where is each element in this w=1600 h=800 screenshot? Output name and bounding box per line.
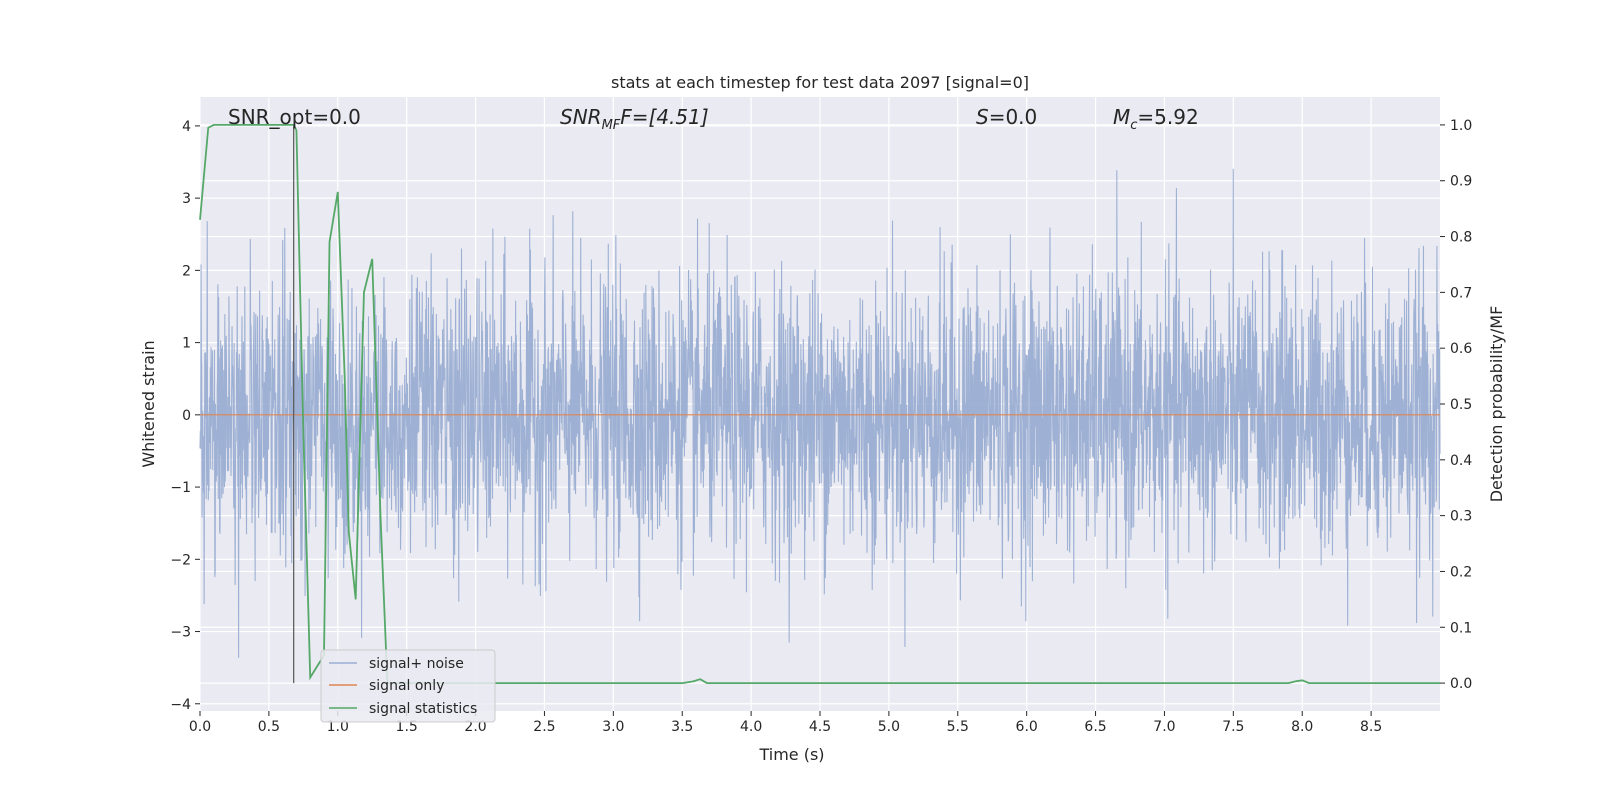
x-tick-label: 2.0 xyxy=(464,719,486,735)
x-tick-label: 4.0 xyxy=(740,719,762,735)
annotation-snr-mf-value: F=[4.51] xyxy=(620,105,708,129)
annotation-s: S=0.0 xyxy=(976,105,1037,129)
legend: signal+ noise signal only signal statist… xyxy=(320,649,496,723)
y-tick-label: −1 xyxy=(170,480,191,496)
y2-tick-label: 0.9 xyxy=(1450,174,1472,190)
y2-axis-label: Detection probability/MF xyxy=(1487,306,1506,503)
annotation-snr-opt: SNR_opt=0.0 xyxy=(228,105,361,129)
y2-tick-label: 0.6 xyxy=(1450,341,1472,357)
x-tick-label: 6.0 xyxy=(1016,719,1038,735)
y-tick-label: 1 xyxy=(182,336,191,352)
x-tick-label: 3.5 xyxy=(671,719,693,735)
y2-tick-label: 0.8 xyxy=(1450,230,1472,246)
x-tick-label: 0.5 xyxy=(258,719,280,735)
y2-tick-label: 0.2 xyxy=(1450,564,1472,580)
x-tick-label: 6.5 xyxy=(1084,719,1106,735)
x-tick-label: 2.5 xyxy=(533,719,555,735)
x-tick-label: 1.5 xyxy=(396,719,418,735)
annotation-snr-mf: SNRMFF=[4.51] xyxy=(560,105,709,133)
annotation-snr-mf-sub: MF xyxy=(602,118,621,133)
y-tick-label: −4 xyxy=(170,697,191,713)
x-tick-label: 8.0 xyxy=(1291,719,1313,735)
y2-tick-label: 0.3 xyxy=(1450,509,1472,525)
y-tick-label: 0 xyxy=(182,408,191,424)
annotation-mc-sub: c xyxy=(1130,118,1137,133)
annotation-mc-value: =5.92 xyxy=(1137,105,1198,129)
x-tick-label: 7.5 xyxy=(1222,719,1244,735)
y2-tick-label: 0.0 xyxy=(1450,676,1472,692)
chart-title: stats at each timestep for test data 209… xyxy=(611,73,1029,92)
y-tick-label: −2 xyxy=(170,552,191,568)
annotation-mc-main: M xyxy=(1113,105,1130,129)
x-tick-label: 0.0 xyxy=(189,719,211,735)
y-tick-label: 3 xyxy=(182,191,191,207)
legend-label-signal-only: signal only xyxy=(369,678,444,694)
y2-tick-label: 0.1 xyxy=(1450,620,1472,636)
y2-tick-label: 1.0 xyxy=(1450,118,1472,134)
annotation-snr-mf-main: SNR xyxy=(560,105,602,129)
annotation-s-value: =0.0 xyxy=(989,105,1038,129)
legend-box xyxy=(320,649,496,723)
y-tick-label: 4 xyxy=(182,119,191,135)
y-tick-label: 2 xyxy=(182,263,191,279)
annotation-s-main: S xyxy=(976,105,989,129)
x-tick-label: 1.0 xyxy=(327,719,349,735)
y2-tick-label: 0.5 xyxy=(1450,397,1472,413)
x-tick-label: 4.5 xyxy=(809,719,831,735)
y2-axis-ticks: 0.0 0.1 0.2 0.3 0.4 0.5 0.6 0.7 0.8 0.9 1.0 xyxy=(1440,118,1472,692)
y-tick-label: −3 xyxy=(170,625,191,641)
x-tick-label: 5.0 xyxy=(878,719,900,735)
x-axis-ticks: 0.0 0.5 1.0 1.5 2.0 2.5 3.0 3.5 4.0 4.5 5.0 5.5 6.0 6… xyxy=(189,711,1382,735)
y2-tick-label: 0.7 xyxy=(1450,285,1472,301)
series-signal-statistics xyxy=(199,124,1440,684)
annotation-mc: Mc=5.92 xyxy=(1113,105,1199,133)
legend-label-signal-noise: signal+ noise xyxy=(369,656,464,672)
x-axis-label: Time (s) xyxy=(758,745,824,764)
legend-label-signal-statistics: signal statistics xyxy=(369,701,477,717)
x-tick-label: 5.5 xyxy=(947,719,969,735)
y2-tick-label: 0.4 xyxy=(1450,453,1472,469)
x-tick-label: 8.5 xyxy=(1360,719,1382,735)
x-tick-label: 3.0 xyxy=(602,719,624,735)
x-tick-label: 7.0 xyxy=(1153,719,1175,735)
y-axis-ticks: −4 −3 −2 −1 0 1 2 3 4 xyxy=(170,119,200,713)
y-axis-label: Whitened strain xyxy=(139,340,158,467)
signal-statistics-line xyxy=(199,124,1440,684)
